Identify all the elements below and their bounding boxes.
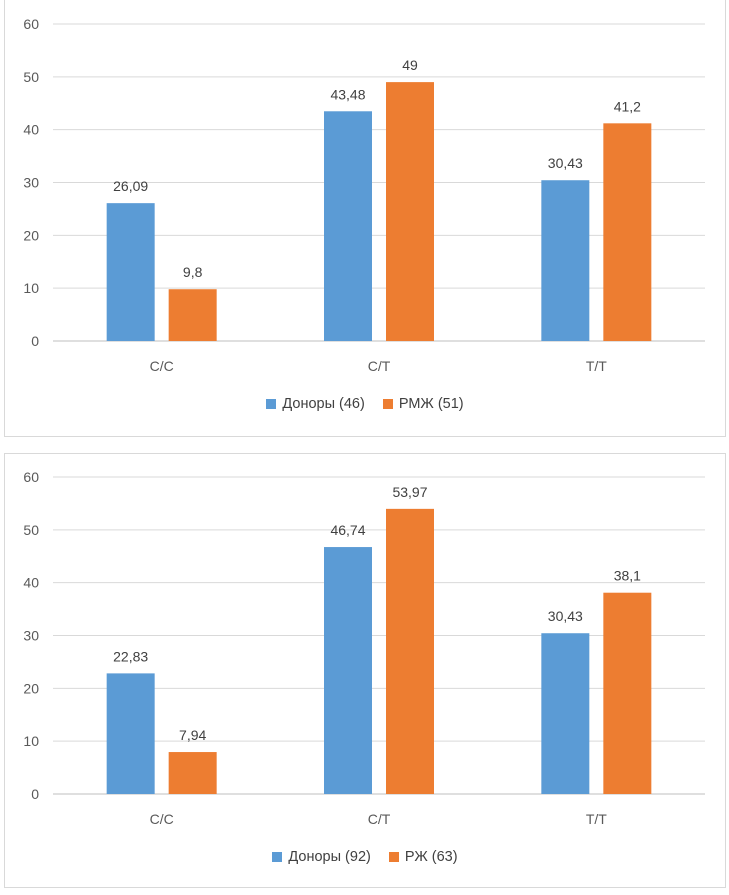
legend-item: РМЖ (51)	[382, 396, 464, 412]
bar	[168, 289, 217, 341]
y-tick-label: 40	[23, 122, 39, 138]
bar	[603, 123, 652, 342]
legend-top: Доноры (46) РМЖ (51)	[5, 396, 725, 412]
y-tick-label: 0	[31, 333, 39, 349]
chart-panel-bottom: 0 10 20 30 40 50 60 22,83 7,94 C/C 46,74 53,97 C/T 30…	[4, 453, 726, 888]
y-tick-label: 50	[23, 69, 39, 85]
data-label: 49	[402, 57, 418, 73]
y-tick-label: 60	[23, 16, 39, 32]
legend-swatch	[272, 852, 283, 862]
x-tick-label: C/T	[368, 358, 391, 374]
data-label: 46,74	[330, 522, 365, 538]
data-label: 9,8	[183, 264, 203, 280]
y-tick-label: 0	[31, 786, 39, 802]
legend-bottom: Доноры (92) РЖ (63)	[5, 849, 725, 865]
bar	[106, 203, 155, 341]
bar	[386, 82, 434, 341]
x-tick-label: C/T	[368, 811, 391, 827]
data-label: 7,94	[179, 727, 206, 743]
x-tick-label: C/C	[150, 358, 174, 374]
legend-item: РЖ (63)	[388, 849, 458, 865]
bar	[603, 592, 652, 794]
legend-label: Доноры (92)	[288, 849, 371, 865]
data-label: 30,43	[548, 155, 583, 171]
bar	[541, 633, 590, 794]
y-tick-label: 10	[23, 280, 39, 296]
data-label: 22,83	[113, 648, 148, 664]
y-tick-label: 20	[23, 227, 39, 243]
legend-label: РЖ (63)	[404, 849, 458, 865]
bar	[168, 752, 217, 794]
legend-swatch	[382, 399, 393, 409]
bar	[541, 180, 590, 341]
bar	[324, 111, 372, 341]
legend-swatch	[266, 399, 277, 409]
bar-chart-bottom: 0 10 20 30 40 50 60 22,83 7,94 C/C 46,74 53,97 C/T 30…	[23, 469, 705, 827]
data-label: 43,48	[330, 86, 365, 102]
legend-swatch	[388, 852, 399, 862]
legend-label: РМЖ (51)	[398, 396, 464, 412]
x-tick-label: T/T	[586, 811, 607, 827]
data-label: 26,09	[113, 178, 148, 194]
legend-item: Доноры (92)	[272, 849, 371, 865]
y-tick-label: 30	[23, 628, 39, 644]
bar	[386, 508, 434, 794]
y-tick-label: 60	[23, 469, 39, 485]
y-tick-label: 20	[23, 680, 39, 696]
legend-item: Доноры (46)	[266, 396, 365, 412]
data-label: 41,2	[614, 98, 641, 114]
x-tick-label: T/T	[586, 358, 607, 374]
legend-label: Доноры (46)	[282, 396, 365, 412]
x-tick-label: C/C	[150, 811, 174, 827]
bar	[106, 673, 155, 794]
data-label: 30,43	[548, 608, 583, 624]
y-tick-label: 40	[23, 575, 39, 591]
y-tick-label: 30	[23, 175, 39, 191]
chart-panel-top: 0 10 20 30 40 50 60 26,09 9,8 C/C 43,48 49 C/T 30,43 4…	[4, 0, 726, 437]
bar	[324, 547, 372, 794]
bar-chart-top: 0 10 20 30 40 50 60 26,09 9,8 C/C 43,48 49 C/T 30,43 4…	[23, 16, 705, 374]
data-label: 53,97	[392, 484, 427, 500]
y-tick-label: 50	[23, 522, 39, 538]
data-label: 38,1	[614, 568, 641, 584]
y-tick-label: 10	[23, 733, 39, 749]
